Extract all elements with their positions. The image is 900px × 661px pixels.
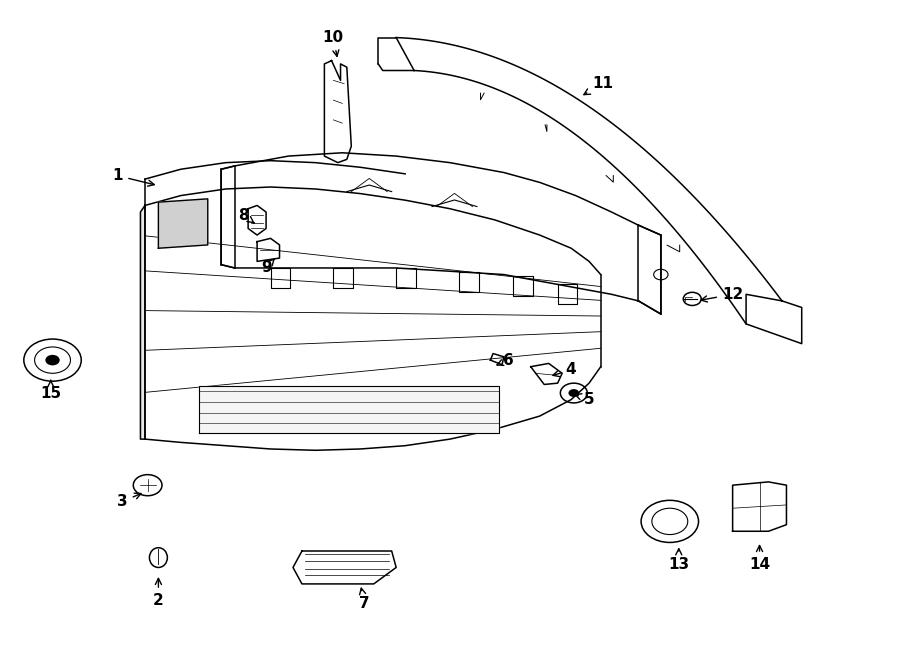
- Polygon shape: [513, 276, 533, 296]
- Polygon shape: [324, 61, 351, 163]
- Polygon shape: [158, 199, 208, 249]
- Polygon shape: [293, 551, 396, 584]
- Circle shape: [569, 389, 580, 397]
- Text: 9: 9: [261, 259, 274, 276]
- Polygon shape: [226, 161, 271, 189]
- Polygon shape: [140, 206, 145, 439]
- Polygon shape: [235, 153, 638, 301]
- Text: 13: 13: [668, 549, 689, 572]
- Polygon shape: [271, 161, 315, 189]
- Text: 15: 15: [40, 380, 61, 401]
- Text: 5: 5: [575, 392, 594, 407]
- Polygon shape: [459, 272, 479, 292]
- Polygon shape: [491, 354, 504, 365]
- Circle shape: [45, 355, 59, 366]
- Polygon shape: [145, 187, 600, 450]
- Polygon shape: [145, 169, 181, 206]
- Text: 3: 3: [117, 493, 141, 509]
- Polygon shape: [181, 163, 226, 196]
- Text: 1: 1: [112, 169, 154, 186]
- Polygon shape: [257, 239, 280, 261]
- Text: 2: 2: [153, 578, 164, 608]
- Polygon shape: [558, 284, 578, 304]
- Polygon shape: [221, 166, 235, 268]
- Text: 6: 6: [497, 352, 514, 368]
- Polygon shape: [396, 268, 416, 288]
- Polygon shape: [360, 167, 405, 200]
- Polygon shape: [271, 268, 291, 288]
- Polygon shape: [315, 163, 360, 194]
- Text: 11: 11: [584, 76, 613, 95]
- Polygon shape: [333, 268, 353, 288]
- Polygon shape: [531, 364, 562, 385]
- Polygon shape: [638, 225, 661, 314]
- Text: 4: 4: [553, 362, 576, 377]
- Polygon shape: [396, 38, 782, 324]
- Text: 8: 8: [238, 208, 254, 223]
- Text: 14: 14: [749, 545, 770, 572]
- Polygon shape: [248, 206, 266, 235]
- Polygon shape: [733, 482, 787, 531]
- Polygon shape: [199, 387, 500, 432]
- Text: 7: 7: [359, 588, 370, 611]
- Text: 12: 12: [701, 287, 743, 302]
- Text: 10: 10: [323, 30, 344, 56]
